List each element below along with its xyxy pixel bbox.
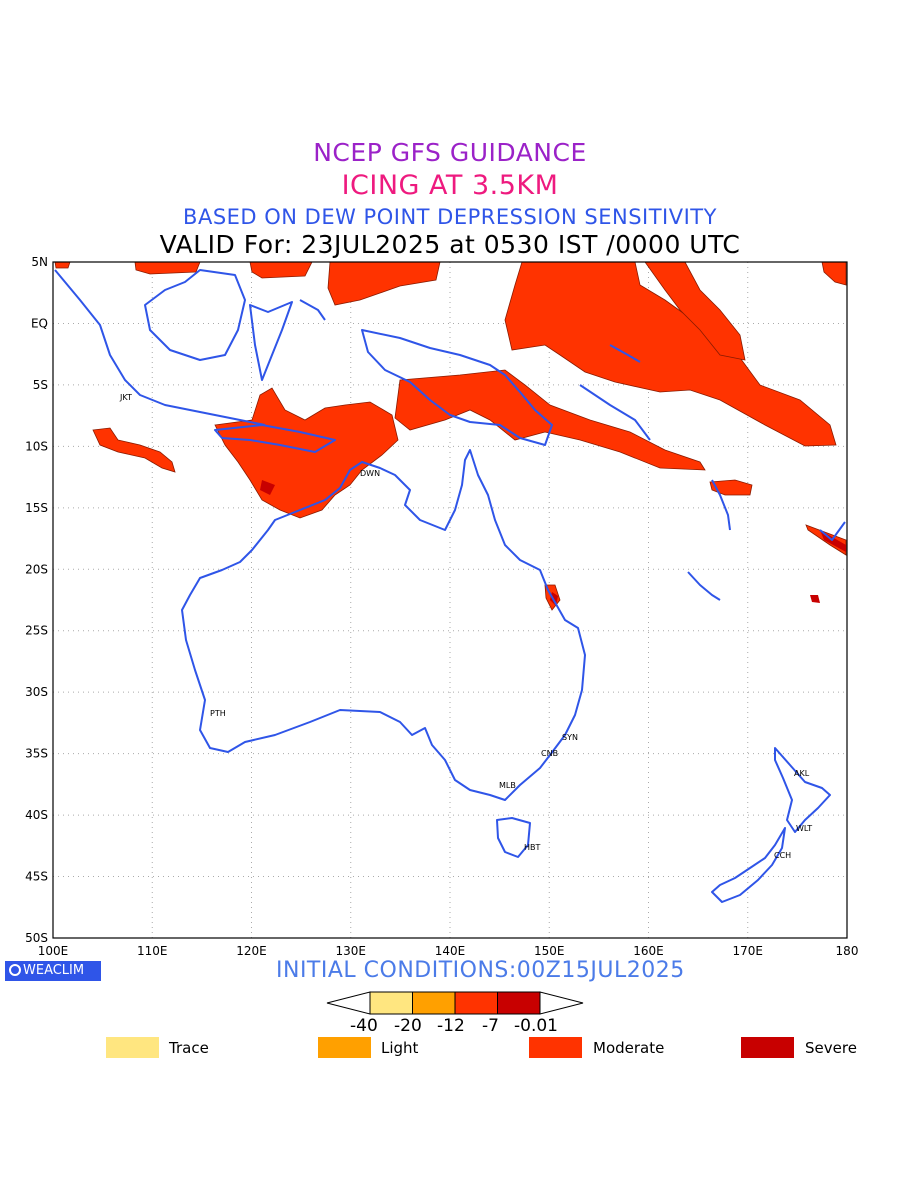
legend-label-trace: Trace: [169, 1039, 209, 1057]
longitude-label: 110E: [137, 944, 168, 958]
title-valid-time: VALID For: 23JUL2025 at 0530 IST /0000 U…: [159, 230, 741, 259]
longitude-label: 120E: [236, 944, 267, 958]
latitude-label: 10S: [25, 439, 48, 453]
coast-solomons: [579, 384, 651, 441]
longitude-label: 140E: [435, 944, 466, 958]
city-mlb: MLB: [499, 781, 516, 790]
colorbar-tick: -20: [394, 1016, 422, 1036]
coast-sumatra-java: [54, 269, 266, 426]
longitude-labels: 100E 110E 120E 130E 140E 150E 160E 170E 180: [38, 944, 859, 958]
coast-new-guinea: [361, 329, 553, 446]
legend-label-light: Light: [381, 1039, 419, 1057]
longitude-label: 150E: [534, 944, 565, 958]
city-dwn: DWN: [360, 469, 380, 478]
colorbar-box: [412, 991, 456, 1015]
colorbar-tick: -0.01: [514, 1016, 558, 1036]
coast-north-island: [774, 747, 831, 833]
colorbar-right-arrow: [539, 991, 584, 1015]
city-syn: SYN: [562, 733, 578, 742]
legend-swatch-severe: [741, 1037, 794, 1058]
coast-fiji: [819, 521, 846, 541]
city-akl: AKL: [794, 769, 810, 778]
coast-vanuatu: [711, 479, 731, 531]
city-cnb: CNB: [541, 749, 558, 758]
coast-timor-flores: [214, 424, 336, 453]
colorbar-tick: -12: [437, 1016, 465, 1036]
city-hbt: HBT: [524, 843, 541, 852]
city-labels: JKT DWN PTH SYN CNB MLB HBT AKL WLT CCH: [119, 393, 812, 860]
colorbar-box: [497, 991, 541, 1015]
weaclim-label: WEACLIM: [23, 963, 85, 978]
colorbar-box: [454, 991, 498, 1015]
longitude-label: 130E: [336, 944, 367, 958]
latitude-label: 45S: [25, 870, 48, 884]
coastlines: [54, 269, 846, 903]
latitude-label: 30S: [25, 685, 48, 699]
latitude-label: 15S: [25, 501, 48, 515]
colorbar-left-arrow: [326, 991, 371, 1015]
coast-tasmania: [496, 817, 531, 858]
latitude-label: 5N: [31, 255, 48, 269]
legend-swatch-light: [318, 1037, 371, 1058]
legend-swatch-moderate: [529, 1037, 582, 1058]
latitude-label: EQ: [31, 316, 48, 330]
latitude-label: 25S: [25, 624, 48, 638]
latitude-label: 50S: [25, 931, 48, 945]
coast-south-island: [711, 827, 786, 903]
longitude-label: 170E: [733, 944, 764, 958]
latitude-label: 40S: [25, 808, 48, 822]
longitude-label: 160E: [633, 944, 664, 958]
colorbar-box: [369, 991, 413, 1015]
legend-swatch-trace: [106, 1037, 159, 1058]
title-method: BASED ON DEW POINT DEPRESSION SENSITIVIT…: [183, 205, 717, 229]
city-wlt: WLT: [796, 824, 812, 833]
longitude-label: 100E: [38, 944, 69, 958]
colorbar-tick: -7: [482, 1016, 499, 1036]
city-cch: CCH: [774, 851, 791, 860]
latitude-label: 20S: [25, 562, 48, 576]
circle-icon: [9, 964, 21, 976]
latitude-label: 5S: [33, 378, 48, 392]
coast-new-caledonia: [687, 571, 721, 601]
latitude-labels: 5N EQ 5S 10S 15S 20S 25S 30S 35S 40S 45S 50S: [25, 255, 48, 945]
coast-borneo: [144, 269, 246, 361]
city-pth: PTH: [210, 709, 226, 718]
weaclim-logo: WEACLIM: [5, 961, 101, 981]
colorbar: [326, 991, 584, 1015]
coast-australia: [181, 449, 586, 801]
title-model: NCEP GFS GUIDANCE: [313, 138, 587, 167]
longitude-label: 180: [836, 944, 859, 958]
initial-conditions: INITIAL CONDITIONS:00Z15JUL2025: [276, 958, 685, 983]
latitude-label: 35S: [25, 747, 48, 761]
title-product: ICING AT 3.5KM: [341, 170, 559, 201]
colorbar-tick: -40: [350, 1016, 378, 1036]
city-jkt: JKT: [119, 393, 132, 402]
legend-label-severe: Severe: [805, 1039, 857, 1057]
map-frame: [52, 261, 848, 939]
coast-sulawesi: [249, 301, 293, 381]
legend-label-moderate: Moderate: [593, 1039, 665, 1057]
